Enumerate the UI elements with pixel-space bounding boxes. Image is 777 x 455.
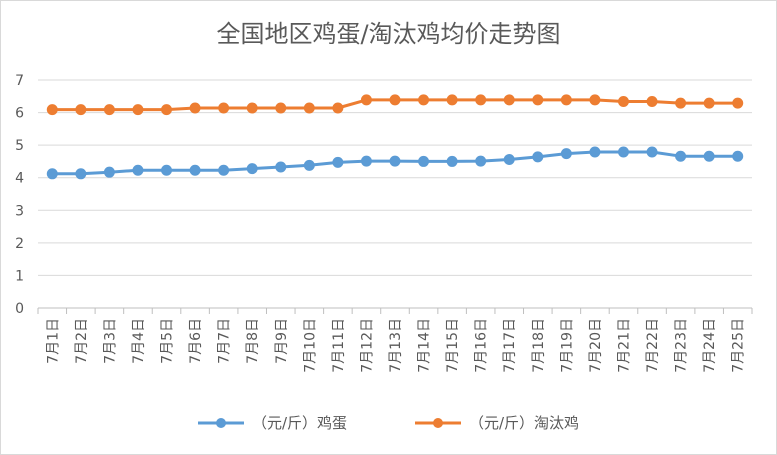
x-tick-label: 7月19日	[559, 318, 575, 373]
x-tick-label: 7月15日	[445, 318, 461, 373]
data-point	[617, 95, 629, 107]
y-tick-label: 6	[15, 106, 24, 122]
data-point	[703, 150, 715, 162]
x-tick-label: 7月5日	[160, 318, 176, 364]
x-tick-label: 7月16日	[474, 318, 490, 373]
data-point	[732, 150, 744, 162]
x-tick-label: 7月10日	[302, 318, 318, 373]
x-tick-label: 7月2日	[74, 318, 90, 364]
y-tick-label: 4	[15, 171, 24, 187]
data-point	[560, 94, 572, 106]
data-point	[218, 102, 230, 114]
data-point	[75, 168, 87, 180]
data-point	[275, 161, 287, 173]
data-point	[503, 153, 515, 165]
series	[46, 94, 744, 180]
legend-label: （元/斤）鸡蛋	[252, 414, 347, 432]
data-point	[446, 94, 458, 106]
x-tick-label: 7月6日	[188, 318, 204, 364]
data-point	[360, 155, 372, 167]
data-point	[189, 164, 201, 176]
data-point	[132, 104, 144, 116]
x-tick-label: 7月3日	[102, 318, 118, 364]
data-point	[475, 155, 487, 167]
data-point	[360, 94, 372, 106]
data-point	[303, 102, 315, 114]
data-point	[246, 102, 258, 114]
data-point	[617, 146, 629, 158]
data-point	[303, 159, 315, 171]
data-point	[161, 164, 173, 176]
data-point	[275, 102, 287, 114]
data-point	[675, 150, 687, 162]
data-point	[75, 104, 87, 116]
x-tick-label: 7月14日	[417, 318, 433, 373]
x-tick-label: 7月1日	[45, 318, 61, 364]
data-point	[532, 94, 544, 106]
legend-label: （元/斤）淘汰鸡	[469, 414, 579, 432]
data-point	[646, 146, 658, 158]
x-tick-label: 7月11日	[331, 318, 347, 373]
y-axis-ticks: 0 1 2 3 4 5 6 7	[15, 73, 24, 317]
x-tick-label: 7月18日	[531, 318, 547, 373]
y-tick-label: 7	[15, 73, 24, 89]
data-point	[418, 155, 430, 167]
gridlines	[38, 79, 752, 276]
data-point	[389, 155, 401, 167]
data-point	[332, 156, 344, 168]
y-tick-label: 3	[15, 203, 24, 219]
data-point	[161, 104, 173, 116]
data-point	[103, 104, 115, 116]
axes	[37, 307, 753, 314]
x-tick-label: 7月9日	[274, 318, 290, 364]
y-tick-label: 5	[15, 138, 24, 154]
x-axis-ticks: 7月1日 7月2日 7月3日 7月4日 7月5日 7月6日 7月7日 7月8日 7月9日 7月10…	[45, 318, 746, 373]
data-point	[446, 155, 458, 167]
data-point	[675, 97, 687, 109]
y-tick-label: 0	[15, 301, 24, 317]
x-tick-label: 7月7日	[217, 318, 233, 364]
x-tick-label: 7月17日	[502, 318, 518, 373]
data-point	[532, 151, 544, 163]
data-point	[46, 168, 58, 180]
data-point	[732, 97, 744, 109]
data-point	[503, 94, 515, 106]
legend-swatch-marker	[216, 418, 226, 428]
x-tick-label: 7月23日	[674, 318, 690, 373]
legend-swatch-marker	[433, 418, 443, 428]
x-tick-label: 7月25日	[731, 318, 747, 373]
data-point	[46, 104, 58, 116]
data-point	[389, 94, 401, 106]
x-tick-label: 7月20日	[588, 318, 604, 373]
data-point	[103, 166, 115, 178]
chart-title: 全国地区鸡蛋/淘汰鸡均价走势图	[216, 20, 561, 48]
y-tick-label: 2	[15, 236, 24, 252]
data-point	[418, 94, 430, 106]
data-point	[218, 164, 230, 176]
x-tick-label: 7月4日	[131, 318, 147, 364]
data-point	[589, 146, 601, 158]
data-point	[332, 102, 344, 114]
data-point	[560, 148, 572, 160]
data-point	[646, 95, 658, 107]
x-tick-label: 7月12日	[359, 318, 375, 373]
data-point	[589, 94, 601, 106]
y-tick-label: 1	[15, 268, 24, 284]
data-point	[189, 102, 201, 114]
x-tick-label: 7月8日	[245, 318, 261, 364]
x-tick-label: 7月21日	[616, 318, 632, 373]
data-point	[703, 97, 715, 109]
data-point	[475, 94, 487, 106]
data-point	[246, 163, 258, 175]
x-tick-label: 7月22日	[645, 318, 661, 373]
x-tick-label: 7月13日	[388, 318, 404, 373]
legend: （元/斤）鸡蛋 （元/斤）淘汰鸡	[198, 414, 579, 432]
data-point	[132, 164, 144, 176]
x-tick-label: 7月24日	[702, 318, 718, 373]
